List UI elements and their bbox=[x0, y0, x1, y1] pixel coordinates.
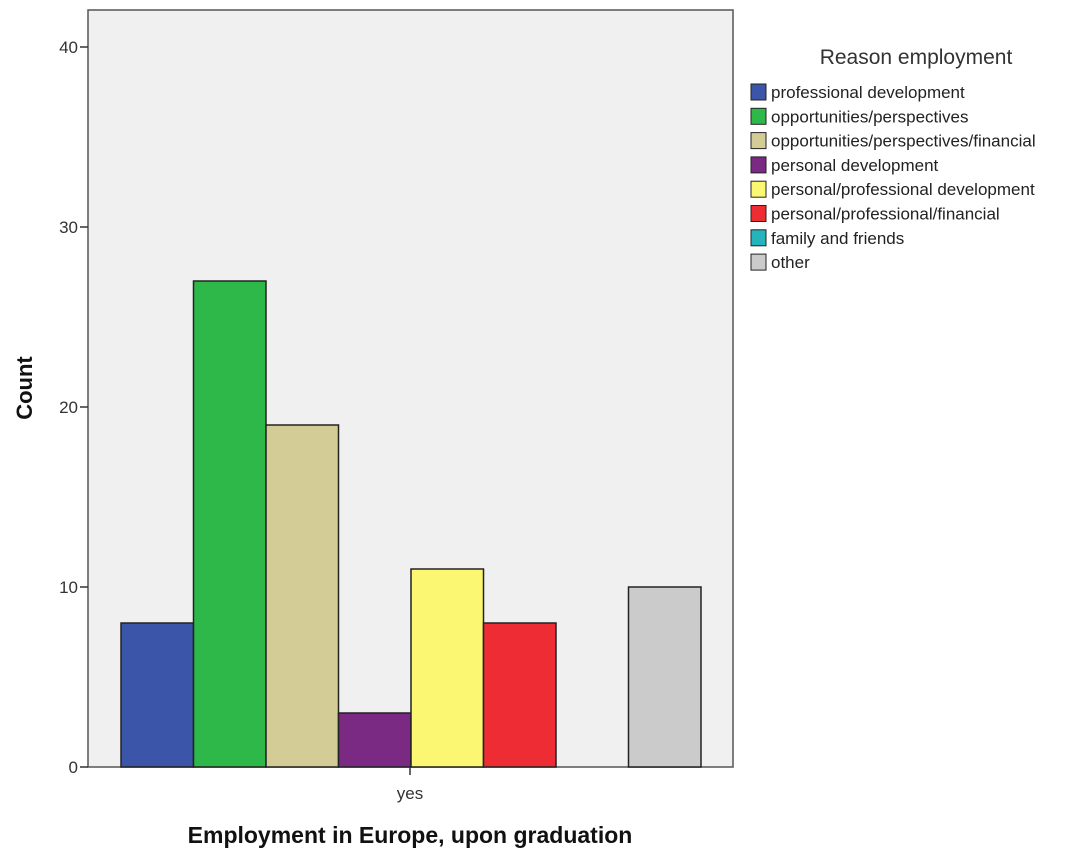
y-tick-label: 20 bbox=[59, 398, 78, 417]
legend-label: opportunities/perspectives/financial bbox=[771, 132, 1036, 151]
bar-opportunities-perspectives bbox=[192, 280, 267, 768]
bar-other bbox=[627, 586, 702, 768]
legend-label: professional development bbox=[771, 83, 965, 102]
legend-swatch bbox=[750, 156, 767, 174]
bar-opportunities-perspectives-financial bbox=[265, 424, 340, 768]
legend-label: opportunities/perspectives bbox=[771, 107, 969, 126]
legend-label: other bbox=[771, 253, 810, 272]
y-tick-label: 0 bbox=[69, 758, 78, 777]
legend-label: personal/professional development bbox=[771, 180, 1035, 199]
legend-title: Reason employment bbox=[820, 46, 1013, 69]
x-axis-title: Employment in Europe, upon graduation bbox=[188, 822, 633, 848]
legend-swatch bbox=[750, 229, 767, 247]
y-tick-label: 10 bbox=[59, 578, 78, 597]
bar-professional-development bbox=[120, 622, 195, 768]
legend-swatch bbox=[750, 180, 767, 198]
y-axis: 0 10 20 30 40 bbox=[59, 38, 88, 777]
legend-swatch bbox=[750, 107, 767, 125]
y-axis-title: Count bbox=[12, 356, 37, 420]
bar-personal-professional-financial bbox=[482, 622, 557, 768]
x-tick-label: yes bbox=[397, 784, 423, 803]
legend-swatch bbox=[750, 83, 767, 101]
x-axis: yes bbox=[397, 767, 423, 803]
bar-personal-development bbox=[337, 712, 412, 768]
legend-label: personal/professional/financial bbox=[771, 205, 1000, 224]
legend-swatch bbox=[750, 205, 767, 222]
y-tick-label: 40 bbox=[59, 38, 78, 57]
legend-label: family and friends bbox=[771, 229, 904, 248]
legend: Reason employment professional developme… bbox=[750, 46, 1036, 272]
legend-label: personal development bbox=[771, 156, 939, 175]
bar-personal-professional-development bbox=[410, 568, 485, 768]
y-tick-label: 30 bbox=[59, 218, 78, 237]
bars bbox=[120, 280, 702, 768]
legend-swatch bbox=[750, 253, 767, 271]
legend-swatch bbox=[750, 132, 767, 150]
